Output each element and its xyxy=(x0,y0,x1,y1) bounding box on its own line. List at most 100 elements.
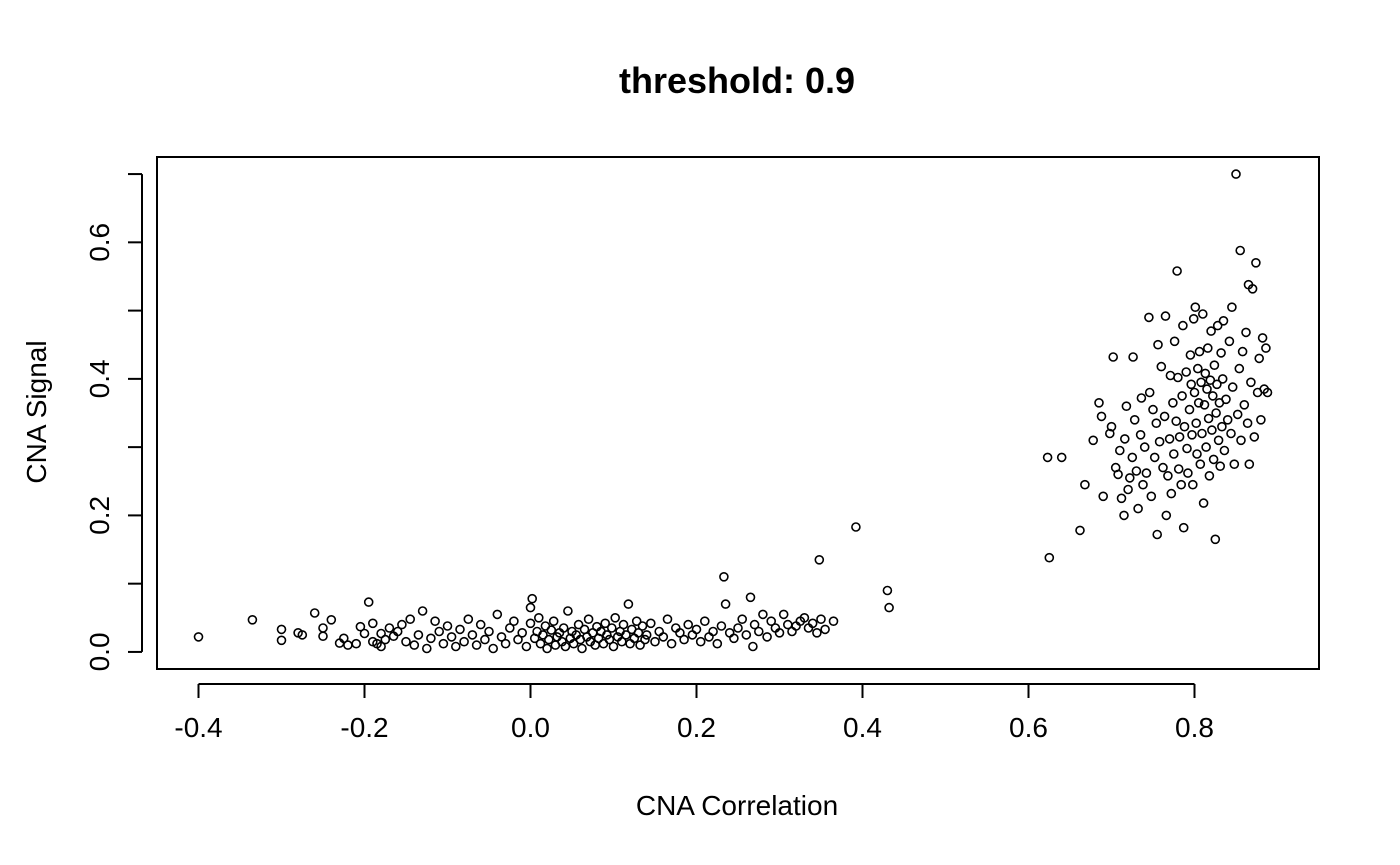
data-point xyxy=(475,619,486,630)
data-point xyxy=(542,643,552,654)
data-point xyxy=(1192,449,1202,459)
data-point xyxy=(1210,534,1221,545)
data-point xyxy=(1235,245,1245,256)
data-point xyxy=(509,616,519,627)
data-point xyxy=(247,614,258,625)
data-point xyxy=(1187,429,1197,440)
data-point xyxy=(1136,393,1147,403)
data-point xyxy=(1193,363,1203,374)
data-point xyxy=(1172,266,1182,276)
data-point xyxy=(1261,343,1271,353)
data-point xyxy=(1181,367,1191,377)
data-point xyxy=(1135,429,1146,440)
data-point xyxy=(1128,352,1138,362)
data-point xyxy=(687,630,698,640)
data-point xyxy=(1106,421,1117,432)
data-point xyxy=(749,619,760,630)
data-point xyxy=(1207,425,1217,435)
data-point xyxy=(533,612,544,623)
data-point xyxy=(1105,428,1115,439)
data-point xyxy=(606,623,617,633)
data-point xyxy=(496,632,507,642)
data-point xyxy=(573,619,584,630)
data-point xyxy=(413,630,424,640)
data-point xyxy=(359,628,370,639)
data-point xyxy=(882,585,893,596)
data-point xyxy=(405,614,416,625)
data-point xyxy=(1217,374,1228,384)
data-point xyxy=(421,643,432,654)
data-point xyxy=(662,614,673,625)
data-point xyxy=(417,606,428,616)
x-tick-label: -0.4 xyxy=(174,712,222,743)
data-point xyxy=(695,636,706,647)
data-point xyxy=(1222,414,1233,425)
data-point xyxy=(1144,312,1154,323)
data-point xyxy=(635,640,645,650)
data-point xyxy=(1160,311,1171,321)
data-point xyxy=(513,634,523,645)
data-point xyxy=(1153,339,1163,350)
data-point xyxy=(1159,411,1170,422)
x-axis-label: CNA Correlation xyxy=(636,790,838,821)
x-tick-label: 0.6 xyxy=(1009,712,1048,743)
chart-title: threshold: 0.9 xyxy=(619,60,855,101)
data-point xyxy=(1212,320,1223,331)
data-point xyxy=(1186,379,1196,390)
data-point xyxy=(1120,434,1130,444)
data-point xyxy=(1139,442,1150,452)
data-point xyxy=(787,626,797,637)
data-point xyxy=(1166,488,1177,499)
data-point xyxy=(631,616,642,627)
data-point xyxy=(363,597,374,607)
data-point xyxy=(560,641,571,652)
data-point xyxy=(1141,468,1152,478)
data-point xyxy=(679,634,689,645)
data-point xyxy=(343,640,353,650)
data-point xyxy=(1251,257,1261,268)
data-point xyxy=(455,624,465,635)
data-point xyxy=(1215,461,1225,472)
data-point xyxy=(1144,387,1155,398)
data-point xyxy=(724,627,735,638)
data-point xyxy=(720,599,731,609)
data-point xyxy=(758,609,768,620)
data-point xyxy=(1211,408,1221,418)
points-layer xyxy=(193,169,1273,654)
data-point xyxy=(1208,454,1219,465)
data-point xyxy=(1184,404,1195,415)
x-axis: -0.4 -0.2 0.0 0.2 0.4 0.6 0.8 xyxy=(174,683,1214,743)
data-point xyxy=(1241,327,1251,338)
data-point xyxy=(1227,302,1237,313)
data-point xyxy=(1173,464,1184,474)
data-point xyxy=(1217,421,1227,432)
y-tick-label: 0.6 xyxy=(84,223,115,262)
data-point xyxy=(704,632,714,642)
data-point xyxy=(666,638,677,649)
data-point xyxy=(1218,315,1229,326)
data-point xyxy=(438,638,449,649)
data-point xyxy=(618,619,629,630)
data-point xyxy=(1080,479,1090,490)
data-point xyxy=(1203,413,1214,424)
data-point xyxy=(1204,470,1215,481)
data-point xyxy=(338,633,349,644)
data-point xyxy=(683,619,694,630)
data-point xyxy=(1197,428,1207,439)
data-point xyxy=(1168,397,1178,408)
data-point xyxy=(675,627,685,638)
data-point xyxy=(1131,466,1142,476)
data-point xyxy=(1226,428,1236,439)
data-point xyxy=(517,627,528,638)
data-point xyxy=(276,624,287,635)
data-point xyxy=(1216,348,1226,358)
data-point xyxy=(1042,452,1053,463)
data-point xyxy=(1212,379,1222,390)
data-point xyxy=(1173,372,1183,383)
data-point xyxy=(471,640,482,650)
data-point xyxy=(525,602,536,613)
data-point xyxy=(1146,491,1157,502)
data-point xyxy=(658,632,669,642)
data-point xyxy=(1169,449,1179,459)
data-point xyxy=(1177,391,1187,401)
